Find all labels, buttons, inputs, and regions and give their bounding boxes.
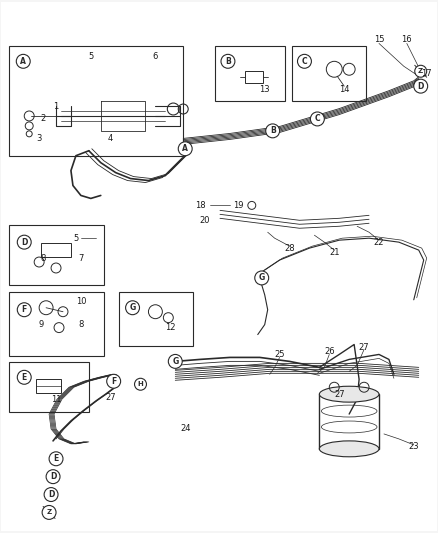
Circle shape bbox=[17, 235, 31, 249]
Circle shape bbox=[168, 354, 182, 368]
Bar bbox=[119, 292, 193, 346]
Bar bbox=[9, 292, 104, 357]
Text: Z: Z bbox=[418, 68, 424, 74]
Circle shape bbox=[16, 54, 30, 68]
Text: 8: 8 bbox=[40, 254, 46, 263]
Text: A: A bbox=[182, 144, 188, 154]
Circle shape bbox=[44, 488, 58, 502]
Text: 22: 22 bbox=[374, 238, 384, 247]
Text: 17: 17 bbox=[421, 69, 432, 78]
Text: 3: 3 bbox=[36, 134, 42, 143]
Text: G: G bbox=[258, 273, 265, 282]
Text: Z: Z bbox=[46, 510, 52, 515]
Circle shape bbox=[221, 54, 235, 68]
Text: 27: 27 bbox=[359, 343, 369, 352]
Text: 18: 18 bbox=[195, 201, 205, 210]
Text: D: D bbox=[50, 472, 56, 481]
Text: 7: 7 bbox=[78, 254, 84, 263]
Circle shape bbox=[266, 124, 279, 138]
Circle shape bbox=[42, 505, 56, 519]
Circle shape bbox=[255, 271, 268, 285]
Text: E: E bbox=[21, 373, 27, 382]
Bar bbox=[9, 225, 104, 285]
Text: E: E bbox=[53, 454, 59, 463]
Text: 5: 5 bbox=[73, 233, 78, 243]
Text: 16: 16 bbox=[402, 35, 412, 44]
Text: 15: 15 bbox=[374, 35, 384, 44]
Text: 28: 28 bbox=[284, 244, 295, 253]
Bar bbox=[36, 379, 61, 393]
Text: 2: 2 bbox=[40, 115, 46, 124]
Text: 24: 24 bbox=[180, 424, 191, 433]
Text: 1: 1 bbox=[53, 101, 59, 110]
Ellipse shape bbox=[319, 441, 379, 457]
Text: G: G bbox=[129, 303, 136, 312]
Text: 14: 14 bbox=[339, 85, 350, 94]
Text: D: D bbox=[48, 490, 54, 499]
Bar bbox=[319, 394, 379, 449]
Bar bbox=[292, 46, 366, 101]
Circle shape bbox=[46, 470, 60, 483]
Text: F: F bbox=[21, 305, 27, 314]
Text: C: C bbox=[302, 57, 307, 66]
Text: F: F bbox=[111, 377, 117, 386]
Text: G: G bbox=[172, 357, 178, 366]
Text: 5: 5 bbox=[88, 52, 93, 61]
Text: 4: 4 bbox=[108, 134, 113, 143]
Circle shape bbox=[107, 374, 120, 388]
Text: 8: 8 bbox=[78, 320, 84, 329]
Text: 27: 27 bbox=[106, 393, 116, 402]
Text: 26: 26 bbox=[324, 347, 335, 356]
Text: 10: 10 bbox=[76, 297, 86, 306]
Text: 6: 6 bbox=[153, 52, 158, 61]
Ellipse shape bbox=[319, 386, 379, 402]
Text: 27: 27 bbox=[334, 390, 345, 399]
Circle shape bbox=[134, 378, 146, 390]
Bar bbox=[215, 46, 285, 101]
Text: 13: 13 bbox=[259, 85, 270, 94]
Bar bbox=[9, 362, 89, 412]
Bar bbox=[41, 243, 71, 257]
Circle shape bbox=[414, 79, 427, 93]
Text: 12: 12 bbox=[165, 323, 176, 332]
Text: D: D bbox=[417, 82, 424, 91]
Text: A: A bbox=[20, 57, 26, 66]
Circle shape bbox=[17, 303, 31, 317]
Text: 11: 11 bbox=[51, 394, 61, 403]
Text: 9: 9 bbox=[39, 320, 44, 329]
Bar bbox=[9, 46, 183, 156]
Text: B: B bbox=[225, 57, 231, 66]
Text: H: H bbox=[138, 381, 143, 387]
Text: D: D bbox=[21, 238, 28, 247]
Circle shape bbox=[311, 112, 324, 126]
Bar bbox=[245, 71, 263, 83]
Text: 23: 23 bbox=[409, 442, 419, 451]
Text: C: C bbox=[314, 115, 320, 124]
Circle shape bbox=[415, 65, 427, 77]
Circle shape bbox=[17, 370, 31, 384]
Text: B: B bbox=[270, 126, 276, 135]
Circle shape bbox=[178, 142, 192, 156]
Text: 19: 19 bbox=[233, 201, 243, 210]
Circle shape bbox=[126, 301, 140, 314]
Circle shape bbox=[297, 54, 311, 68]
Text: 20: 20 bbox=[200, 216, 210, 225]
Text: 25: 25 bbox=[274, 350, 285, 359]
Circle shape bbox=[49, 452, 63, 466]
Text: 21: 21 bbox=[329, 248, 339, 256]
